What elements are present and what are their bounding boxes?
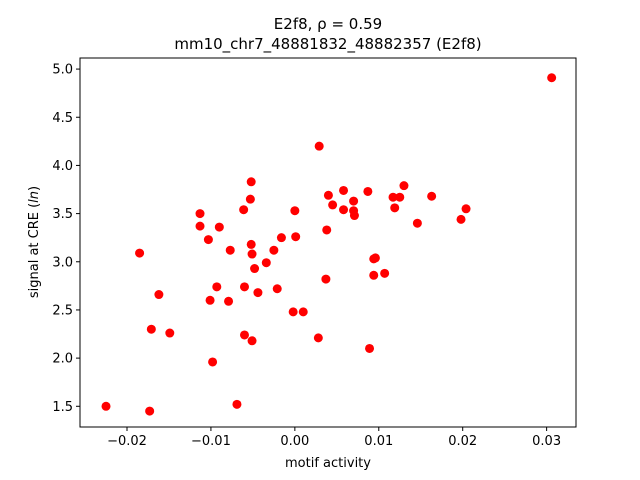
data-point-25 [250, 264, 260, 274]
data-point-54 [339, 185, 349, 195]
y-tick-label: 1.5 [52, 400, 73, 415]
data-point-20 [380, 268, 390, 278]
x-tick-label: 0.03 [532, 434, 561, 449]
data-point-5 [247, 336, 257, 346]
y-tick-label: 2.0 [52, 352, 73, 367]
data-point-29 [269, 245, 279, 255]
data-point-27 [247, 249, 257, 259]
data-point-1 [145, 406, 155, 416]
y-tick-label: 3.0 [52, 255, 73, 270]
data-point-34 [322, 225, 332, 235]
data-point-32 [276, 233, 286, 243]
x-tick-label: −0.01 [191, 434, 231, 449]
data-point-53 [427, 191, 437, 201]
data-point-3 [208, 357, 218, 367]
x-axis-label: motif activity [285, 456, 371, 471]
data-point-47 [328, 200, 338, 210]
data-point-58 [314, 141, 324, 151]
data-point-21 [369, 270, 379, 280]
y-axis-label: signal at CRE (ln) [27, 186, 42, 298]
data-point-23 [369, 254, 379, 264]
data-point-35 [195, 221, 205, 231]
data-point-39 [290, 206, 300, 216]
data-point-50 [323, 190, 333, 200]
data-point-40 [339, 205, 349, 215]
data-point-36 [214, 222, 224, 232]
data-point-26 [261, 258, 271, 268]
data-point-37 [195, 209, 205, 219]
y-tick-label: 4.5 [52, 111, 73, 126]
x-tick-label: −0.02 [107, 434, 147, 449]
y-axis-ticks: 1.5 2.0 2.5 3.0 3.5 4.0 4.5 5.0 [52, 63, 80, 415]
data-point-28 [225, 245, 235, 255]
data-point-49 [245, 194, 255, 204]
data-point-14 [272, 284, 282, 294]
chart-title-line2: mm10_chr7_48881832_48882357 (E2f8) [174, 35, 481, 54]
data-point-0 [101, 401, 111, 411]
data-point-17 [288, 307, 298, 317]
data-point-6 [239, 330, 249, 340]
x-axis-ticks: −0.02 −0.01 0.00 0.01 0.02 0.03 [107, 427, 561, 449]
y-tick-label: 4.0 [52, 159, 73, 174]
data-point-43 [412, 218, 422, 228]
y-axis-label-prefix: signal at CRE ( [27, 203, 42, 298]
data-point-42 [349, 211, 359, 221]
data-point-59 [547, 73, 557, 83]
y-axis-label-italic: ln [27, 191, 42, 203]
data-point-9 [146, 324, 156, 334]
data-point-13 [253, 288, 263, 298]
data-point-31 [203, 235, 213, 245]
data-point-48 [349, 196, 359, 206]
data-point-19 [321, 274, 331, 284]
data-point-52 [395, 192, 405, 202]
data-point-44 [456, 214, 466, 224]
data-point-33 [291, 232, 301, 242]
data-point-8 [165, 328, 175, 338]
data-point-55 [363, 186, 373, 196]
data-point-51 [388, 192, 398, 202]
plot-frame [79, 57, 577, 428]
x-tick-label: 0.01 [364, 434, 393, 449]
data-point-30 [246, 239, 256, 249]
y-tick-label: 3.5 [52, 207, 73, 222]
data-point-45 [461, 204, 471, 214]
data-point-2 [232, 399, 242, 409]
data-point-57 [246, 177, 256, 187]
data-point-56 [399, 181, 409, 191]
y-tick-label: 5.0 [52, 63, 73, 78]
data-point-4 [365, 343, 375, 353]
data-point-18 [298, 307, 308, 317]
x-tick-label: 0.00 [280, 434, 309, 449]
points-layer [101, 73, 557, 416]
data-point-11 [205, 295, 215, 305]
y-tick-label: 2.5 [52, 303, 73, 318]
y-axis-label-suffix: ) [27, 186, 42, 191]
chart-title-line1: E2f8, ρ = 0.59 [274, 15, 382, 33]
data-point-46 [390, 203, 400, 213]
data-point-12 [154, 290, 164, 300]
x-tick-label: 0.02 [448, 434, 477, 449]
data-point-10 [224, 296, 234, 306]
data-point-16 [239, 282, 249, 292]
data-point-7 [313, 333, 323, 343]
data-point-38 [239, 205, 249, 215]
data-point-24 [135, 248, 145, 258]
data-point-15 [212, 282, 222, 292]
